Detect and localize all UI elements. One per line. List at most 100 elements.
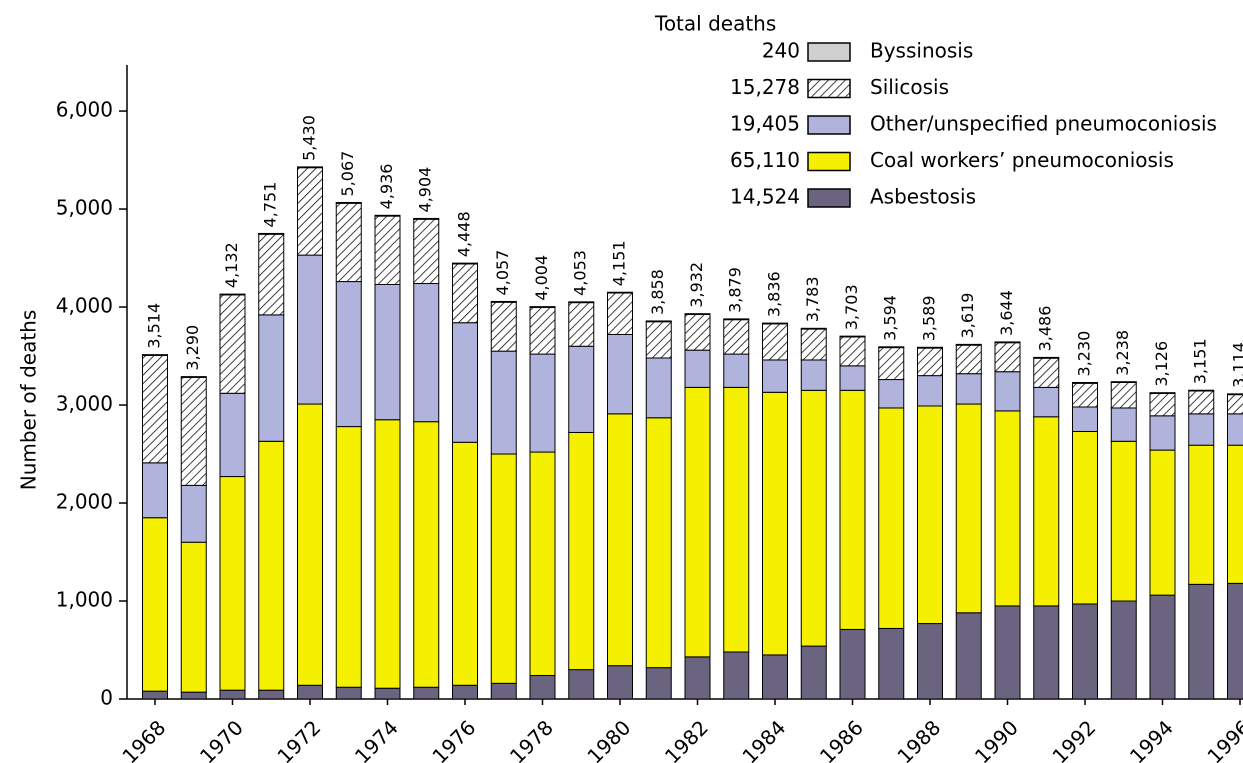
- bar-segment: [839, 336, 866, 367]
- bar-segment: [723, 386, 750, 653]
- bar-segment: [490, 682, 517, 700]
- total-label: 5,067: [338, 151, 357, 197]
- total-label: 3,486: [1036, 306, 1055, 352]
- bar-segment: [839, 365, 866, 391]
- bar-segment: [1188, 413, 1215, 446]
- x-tick-label: 1980: [582, 715, 635, 763]
- bar-segment: [878, 627, 905, 700]
- bar-segment: [413, 217, 440, 220]
- bar-segment: [297, 684, 323, 700]
- bar-segment: [219, 293, 246, 296]
- bar-segment: [335, 281, 362, 428]
- bar-segment: [297, 166, 323, 169]
- bar-segment: [762, 391, 788, 656]
- bar-segment: [994, 341, 1021, 344]
- x-tick-label: 1978: [505, 715, 558, 763]
- bar-segment: [374, 283, 401, 421]
- bar-segment: [1188, 389, 1215, 392]
- y-tick-label: 3,000: [56, 392, 113, 416]
- bar-segment: [413, 283, 440, 423]
- bar-segment: [529, 674, 556, 700]
- bar-segment: [1149, 449, 1176, 596]
- legend-label: Other/unspecified pneumoconiosis: [870, 112, 1217, 136]
- bar-segment: [1033, 416, 1060, 607]
- bar-segment: [142, 690, 168, 700]
- bar-segment: [335, 202, 362, 283]
- bar-segment: [258, 440, 285, 691]
- bar-segment: [1227, 444, 1243, 584]
- x-tick-label: 1994: [1125, 715, 1178, 763]
- total-label: 4,151: [610, 240, 629, 286]
- bar-segment: [1188, 583, 1215, 700]
- bar-segment: [607, 333, 633, 415]
- bar-segment: [878, 407, 905, 629]
- x-tick-label: 1976: [427, 715, 480, 763]
- legend-total: 65,110: [730, 148, 800, 172]
- bar-segment: [645, 417, 672, 669]
- x-tick-label: 1986: [815, 715, 868, 763]
- bar-segment: [800, 327, 827, 330]
- bar-segment: [1149, 594, 1176, 700]
- total-label: 4,132: [222, 242, 241, 288]
- bar-segment: [1033, 386, 1060, 418]
- bar-segment: [607, 292, 633, 335]
- legend-label: Coal workers’ pneumoconiosis: [870, 148, 1174, 172]
- bar-segment: [1033, 605, 1060, 700]
- bar-segment: [568, 301, 595, 304]
- bar-segment: [994, 342, 1021, 373]
- bar-segment: [1149, 415, 1176, 451]
- bar-segment: [180, 541, 207, 693]
- legend-swatch: [807, 188, 851, 208]
- legend-total: 240: [762, 39, 800, 63]
- y-tick-label: 6,000: [56, 98, 113, 122]
- bar-segment: [917, 347, 943, 377]
- bar-segment: [568, 669, 595, 700]
- total-label: 3,290: [183, 325, 202, 371]
- bar-segment: [1072, 603, 1098, 700]
- total-label: 4,751: [261, 182, 280, 228]
- bar-segment: [529, 353, 556, 453]
- x-tick-label: 1988: [892, 715, 945, 763]
- bar-segment: [142, 517, 168, 692]
- legend-label: Asbestosis: [870, 185, 976, 209]
- bar-segment: [335, 686, 362, 700]
- legend-total: 19,405: [730, 112, 800, 136]
- total-label: 3,151: [1191, 338, 1210, 384]
- total-label: 3,836: [765, 271, 784, 317]
- bar-segment: [762, 322, 788, 325]
- bar-segment: [413, 218, 440, 285]
- bar-segment: [335, 201, 362, 204]
- bar-segment: [878, 379, 905, 409]
- total-label: 3,644: [997, 290, 1016, 336]
- bar-segment: [917, 346, 943, 349]
- bar-segment: [180, 376, 207, 378]
- bar-segment: [1227, 582, 1243, 700]
- bar-segment: [955, 344, 982, 375]
- y-tick-label: 1,000: [56, 588, 113, 612]
- x-tick-label: 1970: [195, 715, 248, 763]
- bar-segment: [490, 300, 517, 303]
- bar-segment: [529, 451, 556, 676]
- bar-segment: [1188, 444, 1215, 585]
- bar-segment: [142, 462, 168, 519]
- legend-swatch: [807, 151, 851, 172]
- bar-segment: [723, 651, 750, 700]
- total-label: 3,238: [1113, 330, 1132, 376]
- bar-segment: [1072, 382, 1098, 408]
- bar-segment: [762, 654, 788, 700]
- bar-segment: [917, 375, 943, 407]
- total-label: 3,783: [803, 276, 822, 322]
- total-label: 5,430: [300, 115, 319, 161]
- bar-segment: [258, 232, 285, 235]
- x-tick-label: 1974: [350, 715, 403, 763]
- bar-segment: [1072, 430, 1098, 605]
- bar-segment: [180, 691, 207, 700]
- bar-segment: [219, 476, 246, 691]
- x-tick-label: 1968: [117, 715, 170, 763]
- bar-segment: [568, 431, 595, 671]
- bar-segment: [607, 413, 633, 667]
- x-tick-label: 1982: [660, 715, 713, 763]
- bar-segment: [1072, 381, 1098, 384]
